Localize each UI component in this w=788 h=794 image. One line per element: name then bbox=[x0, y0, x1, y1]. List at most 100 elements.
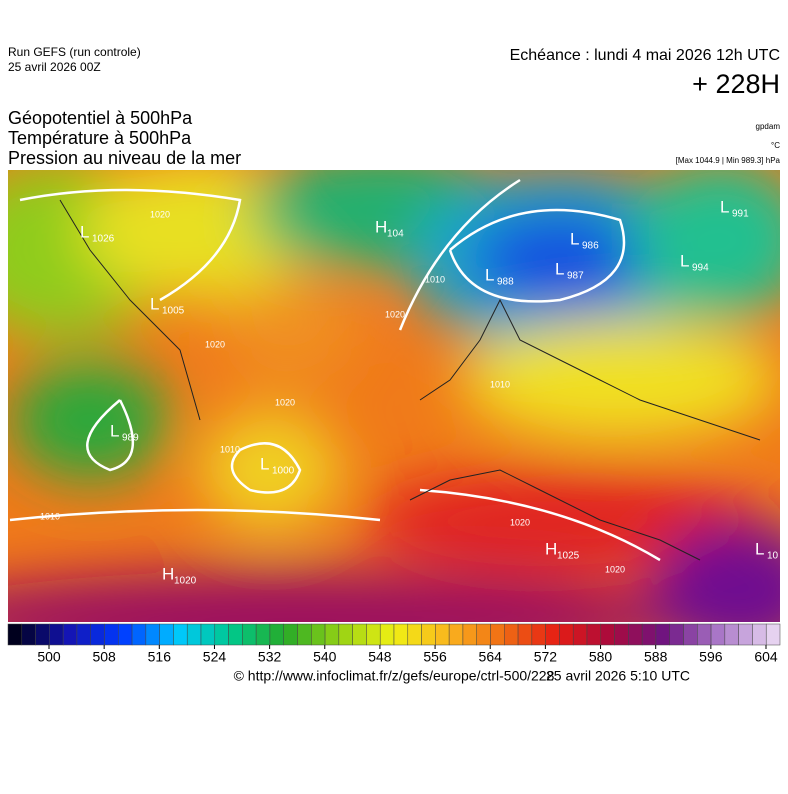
color-swatch bbox=[338, 623, 353, 646]
center-value: 986 bbox=[582, 241, 599, 252]
colorbar-label: 532 bbox=[258, 649, 282, 665]
color-swatch bbox=[269, 623, 284, 646]
colorbar-label: 548 bbox=[368, 649, 392, 665]
color-swatch bbox=[531, 623, 546, 646]
color-swatch bbox=[655, 623, 670, 646]
isobar-label: 1010 bbox=[490, 379, 510, 389]
color-swatch bbox=[255, 623, 271, 646]
center-type: L bbox=[80, 222, 89, 241]
isobar-label: 1020 bbox=[385, 309, 405, 319]
isobar-label: 1010 bbox=[40, 511, 60, 521]
isobar-label: 1010 bbox=[220, 444, 240, 454]
color-swatch bbox=[421, 623, 436, 646]
colorbar-label: 580 bbox=[589, 649, 613, 665]
colorbar-label: 508 bbox=[92, 649, 116, 665]
colorbar-label: 588 bbox=[644, 649, 668, 665]
center-value: 994 bbox=[692, 263, 709, 274]
run: Run GEFS (run controle) bbox=[8, 45, 141, 59]
color-swatch bbox=[214, 623, 229, 646]
isobar-label: 1020 bbox=[275, 397, 295, 407]
color-swatch bbox=[283, 623, 298, 646]
color-swatch bbox=[752, 623, 767, 646]
color-swatch bbox=[738, 623, 753, 646]
color-swatch bbox=[62, 623, 78, 646]
center-type: L bbox=[755, 539, 764, 558]
color-swatch bbox=[352, 623, 367, 646]
center-value: 989 bbox=[122, 433, 139, 444]
center-value: 1000 bbox=[272, 466, 295, 477]
color-swatch bbox=[393, 623, 409, 646]
colorbar-label: 604 bbox=[754, 649, 778, 665]
echeance: Echéance : lundi 4 mai 2026 12h UTC bbox=[510, 47, 780, 64]
field: Pression au niveau de la mer bbox=[8, 148, 241, 168]
color-swatch bbox=[559, 623, 574, 646]
isobar-label: 1020 bbox=[605, 564, 625, 574]
colorbar-label: 500 bbox=[37, 649, 61, 665]
center-type: L bbox=[485, 265, 494, 284]
field: Température à 500hPa bbox=[8, 128, 192, 148]
timestamp: 25 avril 2026 5:10 UTC bbox=[546, 668, 690, 684]
color-swatch bbox=[104, 623, 119, 646]
color-swatch bbox=[379, 623, 395, 646]
unit: °C bbox=[771, 141, 780, 150]
color-swatch bbox=[118, 623, 133, 646]
colorbar-label: 516 bbox=[148, 649, 172, 665]
lead-time: + 228H bbox=[692, 69, 780, 99]
center-value: 988 bbox=[497, 277, 514, 288]
color-swatch bbox=[669, 623, 684, 646]
color-swatch bbox=[200, 623, 216, 646]
colorbar: 500 508 516 524 532 540 548 556 564 572 580 588 596 6… bbox=[7, 623, 781, 665]
color-swatch bbox=[311, 623, 326, 646]
isobar-label: 1020 bbox=[510, 517, 530, 527]
center-value: 1005 bbox=[162, 306, 185, 317]
field: Géopotentiel à 500hPa bbox=[8, 108, 193, 128]
colorbar-label: 524 bbox=[203, 649, 227, 665]
color-swatch bbox=[697, 623, 712, 646]
color-swatch bbox=[7, 623, 23, 646]
color-swatch bbox=[683, 623, 698, 646]
color-swatch bbox=[49, 623, 64, 646]
color-swatch bbox=[628, 623, 643, 646]
colorbar-label: 564 bbox=[479, 649, 503, 665]
center-type: H bbox=[162, 564, 174, 583]
center-type: L bbox=[570, 229, 579, 248]
colorbar-label: 556 bbox=[423, 649, 447, 665]
center-type: L bbox=[680, 251, 689, 270]
colorbar-label: 540 bbox=[313, 649, 337, 665]
color-swatch bbox=[131, 623, 147, 646]
color-swatch bbox=[297, 623, 312, 646]
color-swatch bbox=[724, 623, 739, 646]
color-swatch bbox=[545, 623, 560, 646]
run-date: 25 avril 2026 00Z bbox=[8, 60, 101, 74]
color-swatch bbox=[504, 623, 519, 646]
isobar-label: 1020 bbox=[205, 339, 225, 349]
color-swatch bbox=[641, 623, 657, 646]
center-value: 1020 bbox=[174, 576, 197, 587]
center-value: 987 bbox=[567, 271, 584, 282]
color-swatch bbox=[490, 623, 505, 646]
color-swatch bbox=[572, 623, 588, 646]
color-swatch bbox=[517, 623, 533, 646]
color-swatch bbox=[21, 623, 36, 646]
color-swatch bbox=[614, 623, 629, 646]
color-swatch bbox=[145, 623, 160, 646]
color-swatch bbox=[242, 623, 257, 646]
center-type: L bbox=[720, 197, 729, 216]
center-type: H bbox=[545, 539, 557, 558]
center-value: 991 bbox=[732, 209, 749, 220]
colorbar-label: 596 bbox=[699, 649, 723, 665]
color-swatch bbox=[407, 623, 422, 646]
color-swatch bbox=[765, 623, 781, 646]
center-value: 1026 bbox=[92, 234, 115, 245]
center-type: L bbox=[150, 294, 159, 313]
center-value: 1025 bbox=[557, 551, 580, 562]
color-swatch bbox=[186, 623, 202, 646]
center-value: 104 bbox=[387, 229, 404, 240]
center-value: 10 bbox=[767, 551, 779, 562]
center-type: H bbox=[375, 217, 387, 236]
unit: gpdam bbox=[756, 122, 781, 131]
color-swatch bbox=[600, 623, 615, 646]
color-swatch bbox=[462, 623, 477, 646]
